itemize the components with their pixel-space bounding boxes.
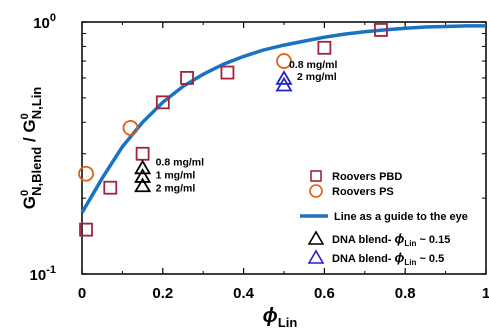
x-tick-label: 0	[78, 285, 86, 302]
dna-triangle-marker	[134, 177, 152, 193]
legend-circle-symbol	[309, 184, 323, 198]
x-tick-label: 1	[482, 285, 489, 302]
pbd-square-marker	[374, 23, 388, 37]
pbd-square-marker	[180, 71, 194, 85]
axis-labels: ϕLin G0N,Blend / G0N,Lin	[19, 87, 297, 330]
legend-label: DNA blend- ϕLin ~ 0.5	[332, 250, 444, 267]
dna-triangle-marker	[134, 159, 152, 175]
legend-square-symbol	[310, 170, 322, 182]
pbd-square-marker	[220, 65, 235, 80]
mg-ml-label-low: 0.8 mg/ml	[156, 156, 205, 168]
x-tick-label: 0.4	[233, 285, 255, 302]
pbd-square-marker	[103, 180, 118, 195]
ps-circle-marker	[78, 165, 94, 182]
x-tick-label: 0.8	[395, 285, 416, 302]
legend-label: DNA blend- ϕLin ~ 0.15	[332, 231, 450, 248]
legend-label: Line as a guide to the eye	[334, 211, 468, 223]
x-tick-label: 0.2	[152, 285, 173, 302]
x-axis-label: ϕLin	[263, 305, 298, 330]
mg-ml-label-low: 1 mg/ml	[156, 169, 196, 181]
legend-label: Roovers PS	[332, 186, 394, 198]
mg-ml-label-high: 0.8 mg/ml	[289, 59, 338, 71]
dna-triangle-marker	[134, 168, 152, 183]
mg-ml-label-low: 2 mg/ml	[156, 182, 196, 194]
dna-triangle-marker	[275, 70, 293, 85]
dna-triangle-marker	[275, 76, 293, 92]
legend-label: Roovers PBD	[332, 171, 402, 183]
legend: Roovers PBD Roovers PS Line as a guide to …	[300, 170, 468, 267]
guide-line	[80, 24, 486, 214]
mg-ml-label-high: 2 mg/ml	[297, 71, 337, 83]
pbd-square-marker	[317, 40, 332, 55]
ps-circle-marker	[122, 119, 139, 136]
x-tick-label: 0.6	[314, 285, 335, 302]
annotations-layer: 0.8 mg/ml1 mg/ml2 mg/ml0.8 mg/ml2 mg/ml	[156, 59, 338, 194]
legend-triangle-symbol	[307, 230, 325, 245]
axes: 0 0.2 0.4 0.6 0.8 1 10-1 100	[30, 12, 489, 302]
pbd-square-marker	[79, 222, 93, 237]
pbd-square-marker	[155, 95, 170, 110]
y-tick-label: 100	[33, 12, 56, 32]
pbd-square-marker	[135, 146, 150, 161]
y-axis-label: G0N,Blend / G0N,Lin	[19, 87, 44, 210]
guide-line-layer	[80, 24, 486, 214]
markers-layer	[78, 23, 388, 237]
y-tick-label: 10-1	[30, 264, 56, 284]
ps-circle-marker	[276, 53, 292, 69]
legend-triangle-symbol	[307, 249, 325, 264]
